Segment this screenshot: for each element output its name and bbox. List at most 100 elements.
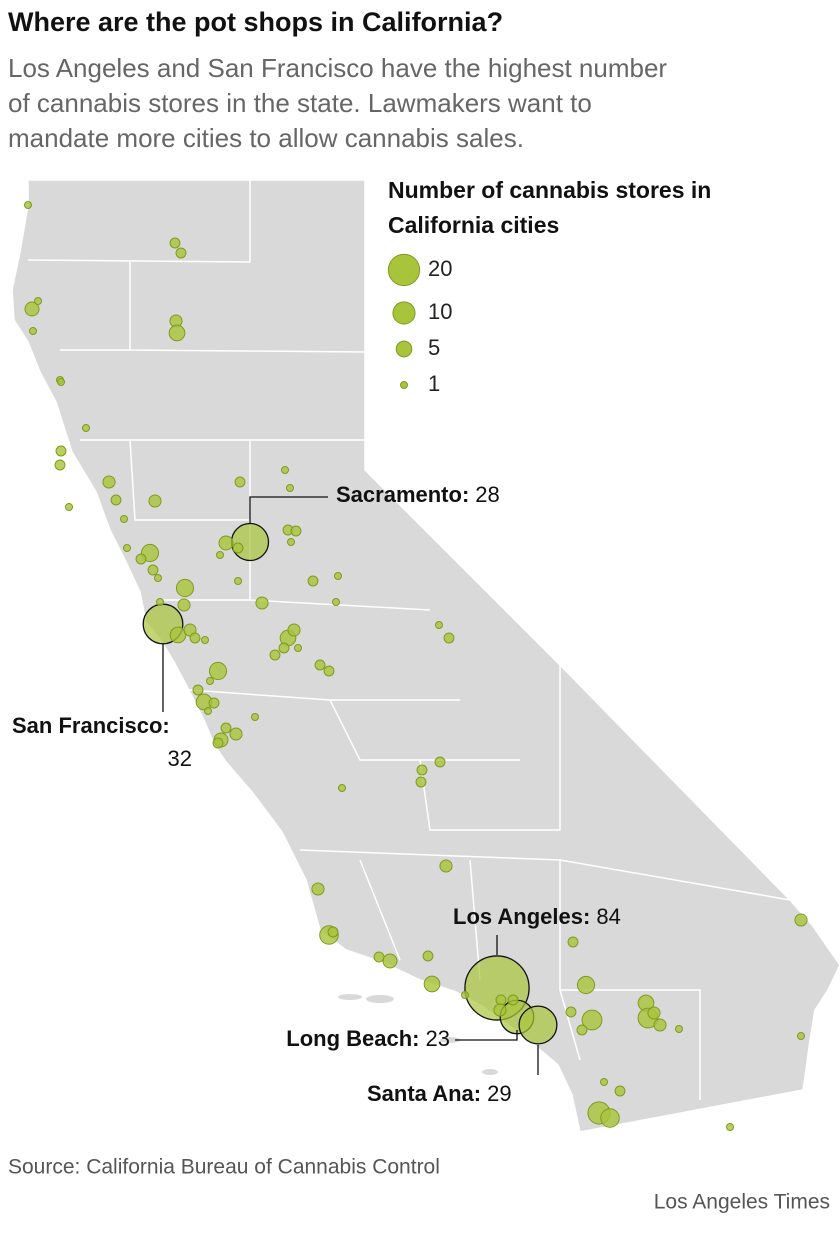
city-bubble [208, 661, 228, 681]
city-bubble [29, 327, 37, 335]
city-bubble [175, 578, 195, 598]
city-bubble [154, 574, 162, 582]
city-bubble [251, 713, 259, 721]
city-bubble [168, 324, 186, 342]
city-bubble [57, 378, 65, 386]
city-bubble [206, 677, 214, 685]
city-bubble [281, 466, 289, 474]
city-bubble [220, 722, 232, 734]
city-bubble [314, 659, 326, 671]
city-bubble [290, 525, 302, 537]
city-bubble [439, 859, 453, 873]
city-bubble [576, 975, 596, 995]
city-bubble [148, 494, 162, 508]
legend: 20 10 5 1 [387, 253, 452, 396]
city-bubble [189, 632, 201, 644]
title: Where are the pot shops in California? [8, 7, 503, 37]
legend-title: California cities [388, 212, 559, 238]
city-bubble [169, 237, 181, 249]
city-bubble [647, 1006, 661, 1020]
city-bubble [332, 598, 340, 606]
city-bubble [567, 936, 579, 948]
city-bubble [653, 1018, 667, 1032]
city-bubble [278, 642, 290, 654]
city-bubble [311, 882, 325, 896]
city-labels: Sacramento: 28 San Francisco: 32 Los Angeles… [12, 482, 621, 1106]
subtitle: Los Angeles and San Francisco have the h… [8, 53, 667, 83]
city-bubble [565, 1006, 577, 1018]
city-bubble [287, 623, 301, 637]
city-bubble [123, 544, 131, 552]
city-value: 29 [487, 1081, 511, 1106]
city-value: 28 [475, 482, 499, 507]
city-bubble [34, 297, 42, 305]
city-bubble [495, 994, 507, 1006]
city-bubble [54, 459, 66, 471]
city-bubble [518, 1005, 558, 1045]
city-bubble [382, 953, 398, 969]
city-bubble [269, 649, 281, 661]
callout-lines [162, 496, 539, 1075]
city-bubble [416, 764, 428, 776]
subtitle: of cannabis stores in the state. Lawmake… [8, 88, 592, 118]
source: Source: California Bureau of Cannabis Co… [8, 1156, 440, 1179]
city-bubble [234, 476, 246, 488]
bubble-layer [24, 201, 808, 1131]
legend-bubble [395, 340, 413, 358]
city-bubble [576, 1024, 588, 1036]
city-bubble [581, 1009, 603, 1031]
city-bubble [65, 503, 73, 511]
city-bubble [286, 484, 294, 492]
city-bubble [675, 1025, 683, 1033]
city-bubble [156, 598, 164, 606]
city-bubble [287, 538, 295, 546]
city-name: Long Beach: [286, 1026, 419, 1051]
legend-bubble [387, 253, 421, 287]
subtitle: mandate more cities to allow cannabis sa… [8, 123, 524, 153]
city-bubble [192, 684, 204, 696]
city-bubble [323, 665, 335, 677]
city-name: Los Angeles: [453, 904, 590, 929]
city-bubble [794, 913, 808, 927]
county-lines [27, 180, 791, 1100]
city-bubble [435, 621, 443, 629]
city-name: San Francisco: [12, 713, 170, 738]
state-shape [11, 179, 840, 1133]
city-bubble [232, 542, 244, 554]
city-bubble [135, 553, 147, 565]
city-bubble [175, 247, 187, 259]
city-bubble [493, 1003, 507, 1017]
legend-bubble [400, 381, 408, 389]
city-bubble [216, 551, 224, 559]
legend-title: Number of cannabis stores in [388, 177, 711, 203]
city-bubble [55, 445, 67, 457]
city-value: 23 [426, 1026, 450, 1051]
city-bubble [338, 784, 346, 792]
legend-label: 10 [428, 299, 452, 324]
legend-label: 1 [428, 371, 440, 396]
channel-islands [338, 994, 498, 1075]
city-bubble [147, 564, 159, 576]
city-bubble [434, 756, 446, 768]
city-bubble [230, 522, 270, 562]
city-bubble [294, 644, 302, 652]
city-bubble [307, 575, 319, 587]
city-bubble [726, 1123, 734, 1131]
city-bubble [218, 535, 234, 551]
credit: Los Angeles Times [654, 1191, 830, 1214]
city-bubble [208, 697, 220, 709]
city-bubble [255, 596, 269, 610]
city-bubble [507, 994, 519, 1006]
city-bubble [110, 494, 122, 506]
city-bubble [24, 201, 32, 209]
legend-label: 20 [428, 256, 452, 281]
city-bubble [614, 1085, 626, 1097]
city-bubble [234, 577, 242, 585]
city-bubble [204, 707, 212, 715]
city-name: Sacramento: [336, 482, 469, 507]
city-bubble [212, 737, 224, 749]
city-bubble [120, 515, 128, 523]
city-bubble [201, 636, 209, 644]
legend-label: 5 [428, 335, 440, 360]
legend-bubble [392, 301, 416, 325]
